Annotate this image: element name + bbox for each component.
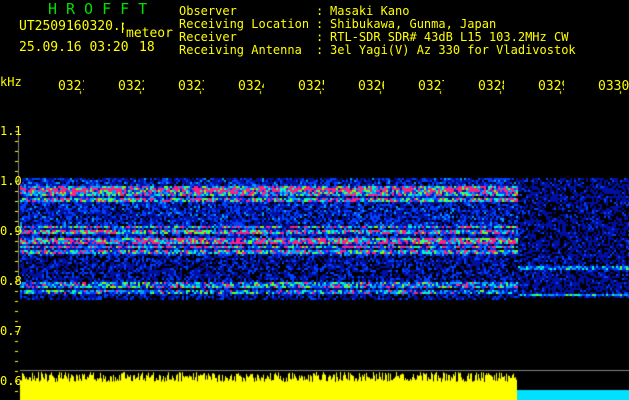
info-value: 3el Yagi(V) Az 330 for Vladivostok: [330, 43, 576, 57]
freq-tick: 0.9: [0, 224, 22, 238]
filename: UT2509160320.png: [19, 20, 124, 33]
info-value: Masaki Kano: [330, 4, 410, 18]
info-label: Receiving Antenna: [179, 43, 302, 57]
time-tick: 0322: [118, 79, 144, 94]
info-colon: :: [316, 30, 324, 44]
time-tick: 0324: [238, 79, 264, 94]
freq-tick: 1.0: [0, 174, 22, 188]
freq-tick: 0.7: [0, 324, 22, 338]
time-tick: 0323: [178, 79, 204, 94]
time-tick: 0328: [478, 79, 504, 94]
app-title: HROFFT: [48, 0, 157, 18]
freq-tick: 0.6: [0, 374, 22, 388]
info-colon: :: [316, 43, 324, 57]
unit-label: kHz: [0, 75, 22, 89]
freq-tick: 1.1: [0, 124, 22, 138]
info-label: Observer: [179, 4, 237, 18]
mode: meteor: [126, 26, 173, 41]
count: 18: [139, 40, 155, 55]
time-tick: 0330: [598, 79, 629, 94]
info-colon: :: [316, 17, 324, 31]
time-tick: 0321: [58, 79, 84, 94]
info-value: Shibukawa, Gunma, Japan: [330, 17, 497, 31]
time-tick: 0326: [358, 79, 384, 94]
time-tick: 0325: [298, 79, 324, 94]
info-colon: :: [316, 4, 324, 18]
datetime: 25.09.16 03:20: [19, 40, 129, 55]
info-label: Receiver: [179, 30, 237, 44]
time-tick: 0327: [418, 79, 444, 94]
info-value: RTL-SDR SDR# 43dB L15 103.2MHz CW: [330, 30, 569, 44]
freq-tick: 0.8: [0, 274, 22, 288]
info-label: Receiving Location: [179, 17, 310, 31]
time-tick: 0329: [538, 79, 564, 94]
